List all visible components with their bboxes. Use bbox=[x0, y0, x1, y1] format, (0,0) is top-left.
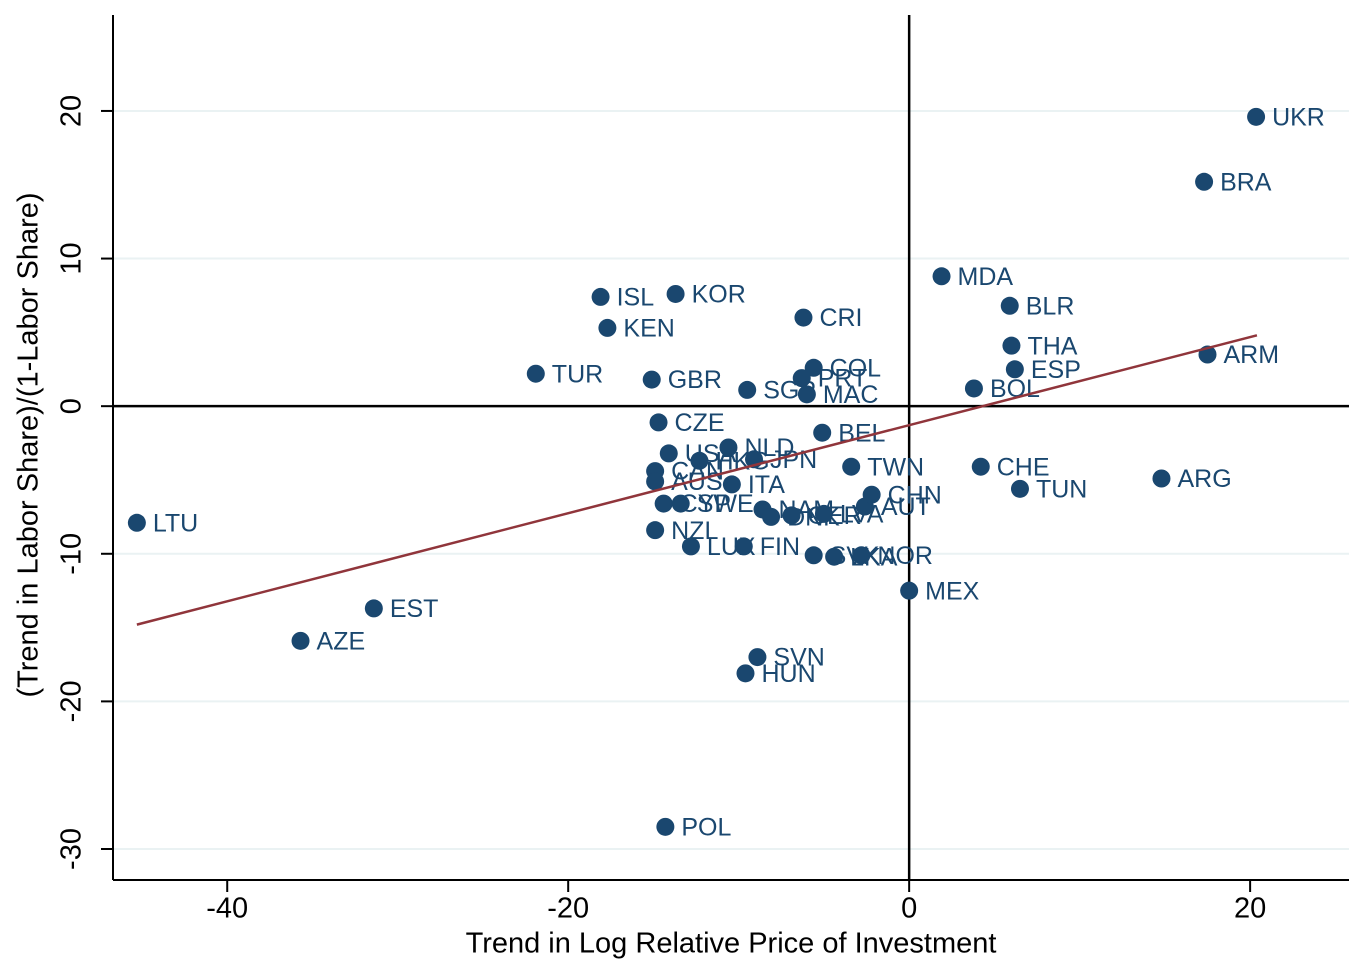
point bbox=[642, 370, 661, 389]
point-label: EST bbox=[390, 595, 439, 623]
x-tick-label: 0 bbox=[901, 893, 917, 925]
point-label: ESP bbox=[1031, 356, 1081, 384]
point-label: MAC bbox=[823, 381, 879, 409]
point-label: BLR bbox=[1026, 292, 1075, 320]
point bbox=[364, 599, 383, 618]
point bbox=[291, 631, 310, 650]
point-label: MEX bbox=[925, 577, 980, 605]
point bbox=[762, 507, 781, 526]
point bbox=[656, 817, 675, 836]
point bbox=[813, 423, 832, 442]
point bbox=[804, 358, 823, 377]
point bbox=[794, 308, 813, 327]
point bbox=[646, 521, 665, 540]
point bbox=[900, 581, 919, 600]
point bbox=[722, 475, 741, 494]
point bbox=[825, 547, 844, 566]
fit-line bbox=[136, 334, 1258, 626]
point-label: COL bbox=[830, 354, 882, 382]
point bbox=[646, 472, 665, 491]
point-label: AUT bbox=[881, 493, 931, 521]
point bbox=[690, 451, 709, 470]
point bbox=[681, 537, 700, 556]
point bbox=[654, 494, 673, 513]
point-label: FIN bbox=[760, 533, 800, 561]
point-label: ITA bbox=[748, 471, 785, 499]
point-label: GBR bbox=[668, 366, 722, 394]
point bbox=[782, 506, 801, 525]
x-tick-label: 20 bbox=[1234, 893, 1266, 925]
point bbox=[748, 648, 767, 667]
point-label: AUS bbox=[671, 468, 722, 496]
point-label: MDA bbox=[958, 263, 1014, 291]
point bbox=[1000, 296, 1019, 315]
point-label: PRT bbox=[818, 365, 868, 393]
x-tick-label: -20 bbox=[547, 893, 589, 925]
point bbox=[1152, 469, 1171, 488]
point bbox=[1247, 107, 1266, 126]
point bbox=[1002, 336, 1021, 355]
point bbox=[814, 504, 833, 523]
point bbox=[852, 546, 871, 565]
point bbox=[736, 664, 755, 683]
point bbox=[719, 438, 738, 457]
point bbox=[1010, 479, 1029, 498]
point-label: POL bbox=[681, 813, 731, 841]
point bbox=[971, 457, 990, 476]
x-axis-label: Trend in Log Relative Price of Investmen… bbox=[466, 928, 997, 960]
point bbox=[792, 369, 811, 388]
point-label: UKR bbox=[1272, 103, 1325, 131]
y-tick-label: -10 bbox=[56, 533, 88, 575]
point bbox=[127, 513, 146, 532]
point-label: CHE bbox=[997, 453, 1050, 481]
y-axis-label: (Trend in Labor Share)/(1-Labor Share) bbox=[13, 192, 45, 697]
point-label: CRI bbox=[819, 304, 862, 332]
y-tick-label: 10 bbox=[56, 242, 88, 274]
point bbox=[649, 413, 668, 432]
point-label: TUR bbox=[552, 360, 603, 388]
point bbox=[1195, 172, 1214, 191]
point-label: SVN bbox=[773, 644, 824, 672]
y-tick-label: -20 bbox=[56, 680, 88, 722]
point-label: TWN bbox=[867, 453, 924, 481]
y-tick-label: 20 bbox=[56, 95, 88, 127]
y-tick-label: -30 bbox=[56, 828, 88, 870]
point-label: CHN bbox=[888, 481, 942, 509]
point bbox=[932, 267, 951, 286]
point bbox=[591, 287, 610, 306]
point-label: TUN bbox=[1036, 475, 1087, 503]
point-label: HUN bbox=[761, 660, 815, 688]
point bbox=[666, 284, 685, 303]
point bbox=[862, 485, 881, 504]
point-label: SWE bbox=[697, 490, 754, 518]
point-label: AZE bbox=[317, 627, 366, 655]
point bbox=[659, 444, 678, 463]
point-label: ARM bbox=[1223, 341, 1279, 369]
point-label: LTU bbox=[153, 509, 198, 537]
point bbox=[804, 546, 823, 565]
point bbox=[734, 537, 753, 556]
point-label: KOR bbox=[692, 281, 746, 309]
point bbox=[1005, 360, 1024, 379]
point-label: NOR bbox=[877, 542, 933, 570]
x-tick-label: -40 bbox=[206, 893, 248, 925]
point-label: THA bbox=[1027, 332, 1077, 360]
y-tick-label: 0 bbox=[56, 398, 88, 414]
point bbox=[964, 379, 983, 398]
point bbox=[526, 364, 545, 383]
point bbox=[598, 318, 617, 337]
point-label: CZE bbox=[675, 409, 725, 437]
point-label: ARG bbox=[1177, 465, 1231, 493]
point-label: BRA bbox=[1220, 168, 1272, 196]
point bbox=[797, 385, 816, 404]
point-label: ISL bbox=[617, 284, 655, 312]
point-label: KEN bbox=[623, 315, 674, 343]
point bbox=[738, 380, 757, 399]
point bbox=[842, 457, 861, 476]
point bbox=[671, 494, 690, 513]
